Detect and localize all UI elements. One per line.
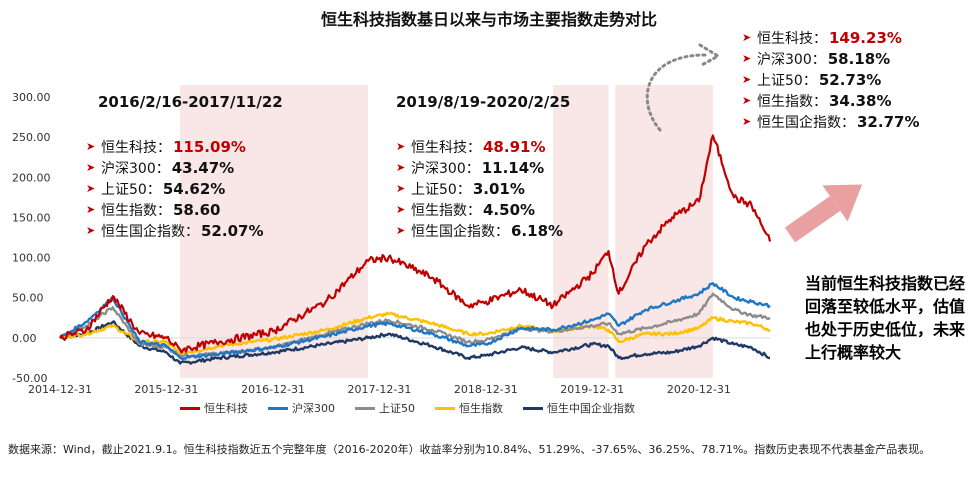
- dotted-curve-arrow: [645, 53, 707, 132]
- arrow-bullet-icon: ➤: [396, 140, 406, 153]
- x-tick-label: 2015-12-31: [134, 383, 198, 396]
- stat-row: ➤ 上证50： 54.62%: [86, 179, 226, 198]
- arrow-bullet-icon: ➤: [86, 140, 96, 153]
- legend-swatch: [523, 406, 543, 410]
- arrow-bullet-icon: ➤: [742, 94, 752, 107]
- commentary-text: 当前恒生科技指数已经回落至较低水平，估值也处于历史低位，未来上行概率较大: [805, 274, 966, 362]
- legend-item: 恒生科技: [180, 400, 248, 416]
- arrow-bullet-icon: ➤: [86, 161, 96, 174]
- stat-row: ➤ 恒生国企指数： 32.77%: [742, 112, 920, 131]
- period-2-stats: ➤ 恒生科技： 48.91% ➤ 沪深300： 11.14% ➤ 上证50： 3.01% ➤…: [396, 136, 563, 241]
- legend-item: 沪深300: [268, 400, 335, 416]
- arrow-bullet-icon: ➤: [742, 115, 752, 128]
- arrow-bullet-icon: ➤: [86, 203, 96, 216]
- stat-row: ➤ 恒生科技： 48.91%: [396, 137, 546, 156]
- y-tick-label: 150.00: [12, 211, 51, 224]
- stat-row: ➤ 恒生科技： 115.09%: [86, 137, 246, 156]
- legend-label: 沪深300: [292, 402, 335, 415]
- stat-row: ➤ 恒生指数： 4.50%: [396, 200, 536, 219]
- decorations: [645, 43, 863, 243]
- legend-item: 恒生指数: [435, 400, 503, 416]
- y-axis: 300.00 250.00 200.00 150.00 100.00 50.00 0.00 -…: [12, 91, 51, 385]
- stat-row: ➤ 上证50： 52.73%: [742, 70, 882, 89]
- arrow-bullet-icon: ➤: [742, 52, 752, 65]
- arrow-bullet-icon: ➤: [742, 31, 752, 44]
- y-tick-label: 200.00: [12, 171, 51, 184]
- stat-row: ➤ 恒生指数： 34.38%: [742, 91, 892, 110]
- dotted-arrow-head: [698, 43, 721, 68]
- legend-item: 上证50: [355, 400, 415, 416]
- period-2-label: 2019/8/19-2020/2/25: [396, 93, 571, 111]
- legend-label: 恒生科技: [204, 402, 248, 415]
- since-base-stats: ➤ 恒生科技： 149.23% ➤ 沪深300： 58.18% ➤ 上证50： 52.73%…: [742, 27, 919, 132]
- y-tick-label: 0.00: [12, 332, 37, 345]
- x-axis: 2014-12-31 2015-12-31 2016-12-31 2017-12-31…: [28, 337, 770, 396]
- legend-swatch: [268, 406, 288, 410]
- shaded-periods: [180, 85, 713, 378]
- arrow-bullet-icon: ➤: [742, 73, 752, 86]
- series-lines: [59, 134, 772, 365]
- x-tick-label: 2019-12-31: [560, 383, 624, 396]
- y-tick-label: 250.00: [12, 131, 51, 144]
- period-1-label: 2016/2/16-2017/11/22: [98, 93, 283, 111]
- legend-swatch: [355, 406, 375, 410]
- up-arrow-icon: [784, 184, 863, 243]
- legend-label: 恒生中国企业指数: [547, 402, 635, 415]
- stat-row: ➤ 恒生指数： 58.60: [86, 200, 221, 219]
- x-tick-label: 2020-12-31: [667, 383, 731, 396]
- series-line: [59, 311, 771, 357]
- arrow-bullet-icon: ➤: [396, 161, 406, 174]
- period-1-stats: ➤ 恒生科技： 115.09% ➤ 沪深300： 43.47% ➤ 上证50： 54.62%…: [86, 136, 263, 241]
- x-tick-label: 2014-12-31: [28, 383, 92, 396]
- chart-title: 恒生科技指数基日以来与市场主要指数走势对比: [320, 10, 657, 29]
- y-tick-label: 300.00: [12, 91, 51, 104]
- arrow-bullet-icon: ➤: [86, 182, 96, 195]
- source-note: 数据来源：Wind，截止2021.9.1。恒生科技指数近五个完整年度（2016-…: [8, 443, 931, 456]
- y-tick-label: -50.00: [12, 372, 47, 385]
- legend-label: 上证50: [379, 402, 415, 415]
- stat-row: ➤ 恒生国企指数： 6.18%: [396, 221, 564, 240]
- series-line: [59, 282, 771, 361]
- y-tick-label: 50.00: [12, 292, 44, 305]
- series-line: [59, 134, 772, 354]
- legend-swatch: [180, 406, 200, 410]
- legend-item: 恒生中国企业指数: [523, 400, 635, 416]
- x-tick-label: 2016-12-31: [241, 383, 305, 396]
- arrow-bullet-icon: ➤: [396, 224, 406, 237]
- arrow-bullet-icon: ➤: [396, 203, 406, 216]
- arrow-bullet-icon: ➤: [396, 182, 406, 195]
- arrow-bullet-icon: ➤: [86, 224, 96, 237]
- series-line: [59, 320, 770, 365]
- y-tick-label: 100.00: [12, 252, 51, 265]
- legend-swatch: [435, 406, 455, 410]
- legend-label: 恒生指数: [459, 402, 503, 415]
- stat-row: ➤ 上证50： 3.01%: [396, 179, 525, 198]
- stat-row: ➤ 恒生国企指数： 52.07%: [86, 221, 264, 240]
- x-tick-label: 2017-12-31: [347, 383, 411, 396]
- stat-row: ➤ 恒生科技： 149.23%: [742, 28, 902, 47]
- stat-row: ➤ 沪深300： 43.47%: [86, 158, 235, 177]
- stat-row: ➤ 沪深300： 58.18%: [742, 49, 891, 68]
- chart-legend: 恒生科技 沪深300 上证50 恒生指数 恒生中国企业指数: [180, 399, 655, 417]
- stat-row: ➤ 沪深300： 11.14%: [396, 158, 545, 177]
- x-tick-label: 2018-12-31: [454, 383, 518, 396]
